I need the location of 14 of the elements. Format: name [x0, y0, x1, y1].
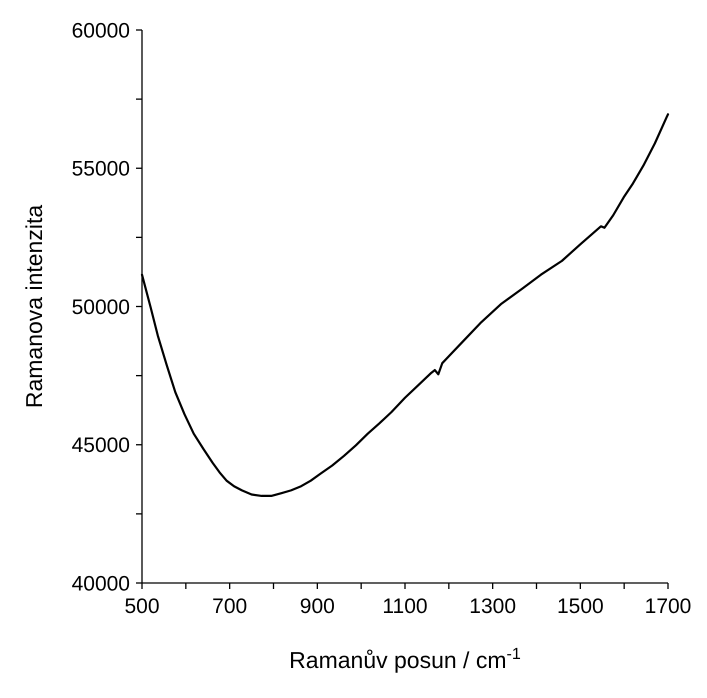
- x-tick-label: 1700: [644, 595, 692, 618]
- y-tick-label: 40000: [72, 572, 130, 596]
- x-tick-label: 700: [212, 595, 248, 618]
- x-tick-label: 900: [300, 595, 335, 618]
- y-axis-title: Ramanova intenzita: [21, 204, 47, 408]
- y-tick-label: 45000: [72, 434, 130, 458]
- x-axis-title: Ramanův posun / cm$^{-1}$: [289, 645, 521, 673]
- y-tick-label: 55000: [72, 158, 130, 181]
- x-tick-label: 1100: [382, 595, 428, 618]
- x-tick-label: 1300: [469, 595, 516, 618]
- y-tick-label: 60000: [72, 19, 130, 42]
- y-tick-label: 50000: [72, 296, 130, 319]
- x-tick-label: 1500: [556, 595, 604, 618]
- x-tick-label: 500: [124, 595, 160, 618]
